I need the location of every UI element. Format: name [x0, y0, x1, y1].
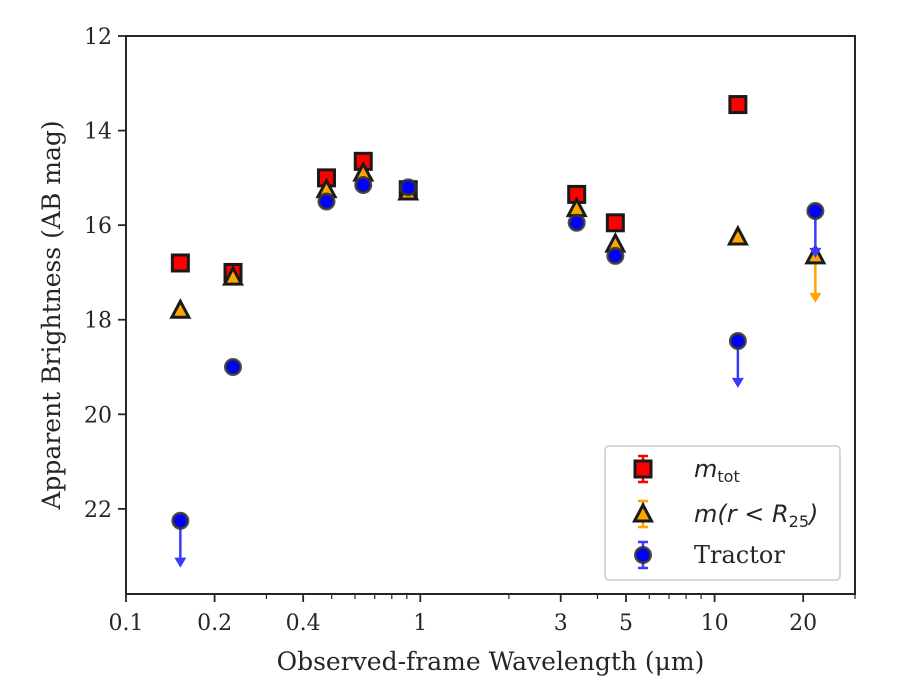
- data-point: [222, 264, 245, 286]
- data-point: [606, 246, 625, 265]
- y-tick-label: 22: [84, 498, 112, 523]
- data-point: [171, 511, 190, 530]
- y-tick-label: 20: [84, 403, 112, 428]
- legend-label: m(r < R25): [694, 500, 818, 531]
- upper-limit-arrow-head: [174, 557, 187, 568]
- legend-label: mtot: [694, 455, 740, 486]
- data-point: [354, 175, 373, 194]
- legend-marker: [634, 546, 652, 564]
- data-point: [567, 213, 586, 232]
- x-tick-label: 3: [554, 611, 568, 636]
- y-axis: 12 14 16 18 20 22: [84, 25, 126, 523]
- x-tick-label: 0.1: [109, 611, 144, 636]
- data-point: [399, 178, 418, 197]
- series-tractor: [171, 175, 825, 568]
- legend-marker: [632, 501, 654, 523]
- y-tick-label: 18: [84, 309, 112, 334]
- x-tick-label: 5: [619, 611, 633, 636]
- plot-marks: [169, 95, 827, 568]
- y-tick-label: 12: [84, 25, 112, 50]
- data-point: [605, 213, 625, 233]
- upper-limit-arrow-head: [731, 377, 744, 388]
- y-tick-label: 14: [84, 120, 112, 145]
- upper-limit-arrow-head: [809, 292, 822, 303]
- data-point: [728, 332, 747, 351]
- data-point: [726, 224, 749, 246]
- data-point: [317, 192, 336, 211]
- x-tick-label: 1: [413, 611, 427, 636]
- x-tick-label: 20: [789, 611, 817, 636]
- x-tick-label: 10: [701, 611, 729, 636]
- data-point: [728, 95, 748, 115]
- data-point: [169, 298, 192, 319]
- legend-label: Tractor: [694, 541, 785, 569]
- legend-box: [604, 445, 841, 581]
- legend-marker: [633, 459, 653, 479]
- x-tick-label: 0.4: [286, 611, 321, 636]
- x-tick-label: 0.2: [197, 611, 232, 636]
- x-axis: 0.1 0.2 0.4 1 3 5 10 20: [109, 594, 856, 636]
- legend: mtot m(r < R25) Tractor: [604, 445, 841, 581]
- data-point: [806, 201, 825, 220]
- y-axis-title: Apparent Brightness (AB mag): [37, 120, 66, 510]
- x-axis-title: Observed-frame Wavelength (μm): [277, 647, 705, 676]
- y-tick-label: 16: [84, 214, 112, 239]
- data-point: [224, 358, 243, 377]
- data-point: [170, 253, 190, 273]
- plot-frame: [125, 35, 856, 595]
- upper-limit-arrow-head: [809, 247, 822, 258]
